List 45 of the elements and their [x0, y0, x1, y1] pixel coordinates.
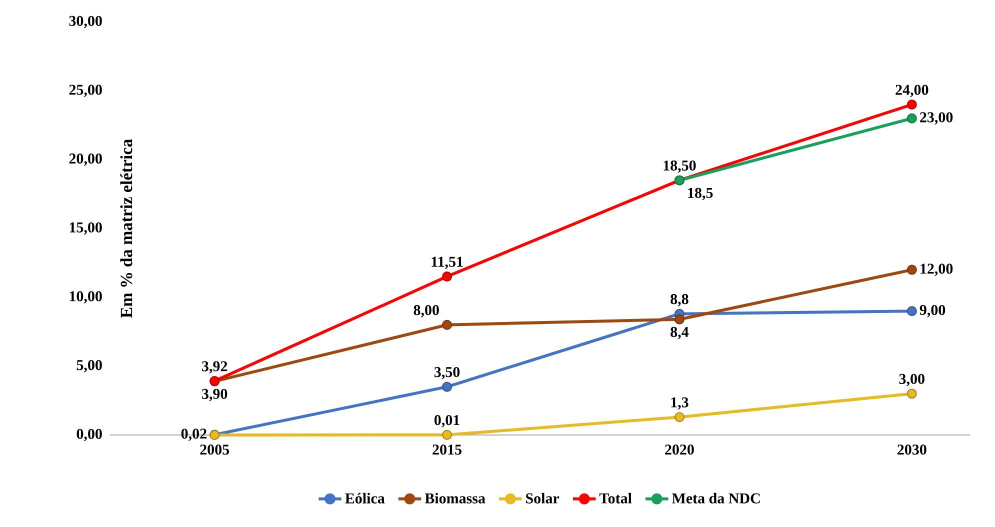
legend-label: Biomassa	[424, 492, 486, 504]
point	[442, 430, 452, 440]
point	[906, 264, 917, 275]
y-tick-label: 30,00	[69, 16, 102, 28]
data-label: 12,00	[920, 264, 953, 276]
data-label: 8,00	[414, 305, 439, 318]
point	[442, 382, 452, 392]
point	[442, 272, 452, 282]
point	[906, 100, 917, 110]
data-label: 8,8	[670, 294, 688, 306]
data-label: 0,01	[434, 415, 460, 428]
y-tick-label: 5,00	[76, 360, 102, 372]
data-label: 1,3	[671, 397, 688, 410]
x-tick-label: 2015	[432, 444, 462, 455]
point	[674, 314, 684, 324]
point	[674, 412, 684, 422]
data-label: 11,51	[432, 256, 463, 270]
legend-label: Meta da NDC	[672, 492, 760, 504]
legend-label: Eólica	[345, 492, 385, 504]
y-tick-label: 10,00	[70, 291, 102, 304]
point	[906, 388, 917, 399]
data-label: 3,90	[202, 388, 228, 402]
y-axis-title: Em % da matriz elétrica	[120, 139, 132, 318]
data-label: 23,00	[920, 112, 953, 125]
point	[906, 113, 917, 124]
y-tick-label: 20,00	[69, 154, 102, 166]
x-tick-label: 2005	[200, 444, 230, 455]
data-label: 3,50	[434, 366, 460, 380]
data-label: 8,4	[670, 326, 689, 340]
x-tick-label: 2020	[665, 444, 694, 455]
data-label: 9,00	[920, 304, 946, 318]
y-tick-label: 0,00	[76, 428, 102, 442]
data-label: 24,00	[896, 84, 928, 98]
x-tick-label: 2030	[898, 444, 926, 455]
point	[906, 306, 917, 316]
y-tick-label: 25,00	[69, 84, 102, 97]
point	[442, 320, 452, 330]
data-label: 3,00	[899, 374, 924, 386]
data-label: 18,5	[688, 188, 713, 200]
y-tick-label: 15,00	[70, 222, 102, 235]
data-label: 0,02	[181, 428, 206, 441]
legend-label: Total	[599, 492, 632, 504]
legend-label: Solar	[526, 492, 560, 504]
data-label: 18,50	[664, 160, 696, 173]
data-label: 3,92	[202, 361, 228, 374]
